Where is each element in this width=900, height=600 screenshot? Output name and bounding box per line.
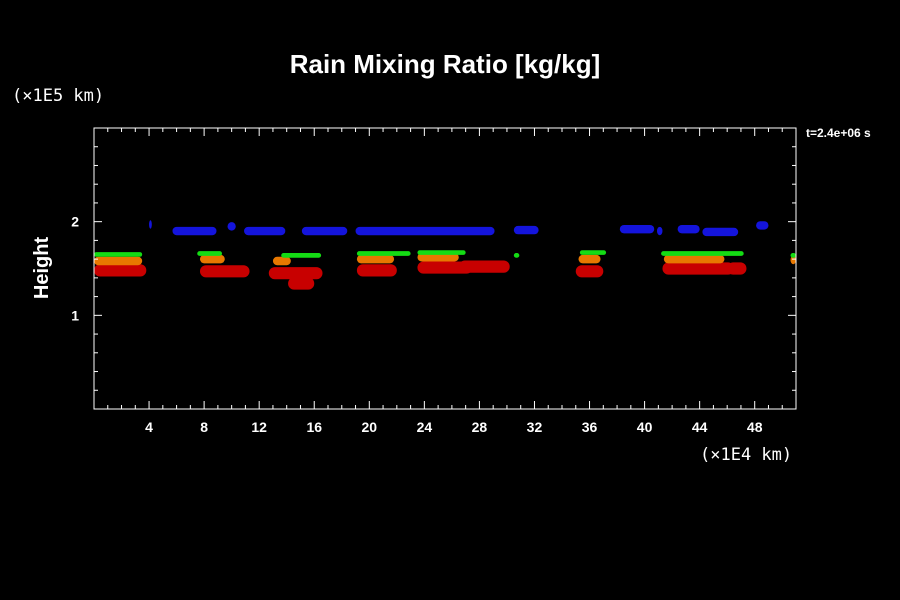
rain-cell-orange: [790, 255, 796, 265]
rain-cell-orange: [272, 256, 291, 266]
y-tick-label: 2: [71, 214, 79, 230]
x-tick-label: 8: [200, 419, 208, 435]
rain-cell-green: [661, 251, 744, 256]
rain-cell-red: [458, 260, 510, 273]
rain-cell-blue: [677, 224, 700, 234]
rain-cell-blue: [227, 222, 236, 231]
rain-cell-blue: [172, 226, 217, 236]
rain-cell-orange: [578, 254, 601, 264]
rain-cell-blue: [702, 227, 739, 237]
x-tick-label: 44: [692, 419, 708, 435]
rain-cell-blue: [355, 226, 495, 236]
rain-cell-orange: [417, 253, 459, 262]
rain-cell-blue: [756, 221, 769, 230]
rain-cell-red: [268, 267, 323, 280]
x-tick-label: 28: [472, 419, 488, 435]
rain-cell-orange: [663, 254, 725, 264]
rain-cell-red: [288, 277, 315, 290]
rain-cell-red: [199, 265, 250, 278]
rain-cell-green: [356, 251, 411, 256]
x-unit-label: (×1E4 km): [700, 445, 792, 465]
rain-cell-blue: [619, 224, 655, 234]
rain-cell-orange: [94, 256, 143, 266]
rain-cell-red: [662, 262, 735, 275]
rain-cell-red: [727, 262, 747, 275]
rain-cell-green: [790, 253, 796, 258]
rain-cell-green: [197, 251, 223, 256]
rain-cell-red: [356, 264, 397, 277]
rain-field: [94, 220, 796, 290]
y-tick-label: 1: [71, 307, 79, 323]
rain-cell-green: [94, 252, 143, 257]
rain-cell-blue: [513, 225, 539, 235]
x-tick-label: 4: [145, 419, 153, 435]
rain-cell-orange: [356, 254, 395, 264]
y-unit-label: (×1E5 km): [12, 86, 104, 106]
rain-cell-red: [575, 265, 604, 278]
plot-frame: [93, 127, 797, 410]
rain-cell-blue: [656, 226, 663, 236]
y-axis-label: Height: [31, 237, 53, 300]
x-tick-label: 20: [362, 419, 378, 435]
x-tick-label: 48: [747, 419, 763, 435]
x-tick-label: 40: [637, 419, 653, 435]
time-label: t=2.4e+06 s: [806, 126, 871, 140]
rain-cell-green: [281, 253, 322, 258]
rain-cell-red: [94, 264, 147, 277]
rain-cell-green: [579, 250, 607, 255]
x-tick-label: 36: [582, 419, 598, 435]
x-tick-label: 12: [251, 419, 267, 435]
rain-cell-green: [417, 250, 466, 255]
rain-cell-blue: [301, 226, 348, 236]
rain-cell-green: [513, 253, 520, 258]
rain-cell-blue: [149, 220, 152, 229]
rain-cell-red: [417, 261, 473, 274]
rain-cell-orange: [199, 254, 225, 264]
x-tick-label: 16: [306, 419, 322, 435]
x-tick-label: 24: [417, 419, 433, 435]
x-tick-label: 32: [527, 419, 543, 435]
chart-title: Rain Mixing Ratio [kg/kg]: [290, 49, 601, 79]
rain-cell-blue: [244, 226, 286, 236]
